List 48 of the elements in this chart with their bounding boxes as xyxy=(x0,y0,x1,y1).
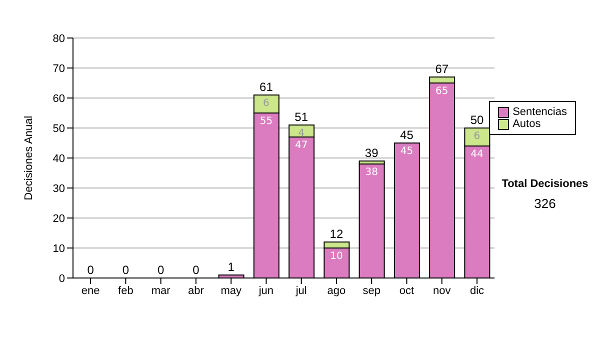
data-label: 6 xyxy=(263,98,270,109)
x-tick-label: oct xyxy=(399,284,414,297)
y-tick-label: 60 xyxy=(52,92,65,105)
total-label: 61 xyxy=(260,80,274,94)
data-label: 65 xyxy=(436,86,448,97)
x-tick-label: sep xyxy=(362,284,380,297)
y-tick-label: 20 xyxy=(52,212,65,225)
total-label: 51 xyxy=(294,110,308,124)
text: Total Decisiones xyxy=(500,178,590,190)
total-label: 0 xyxy=(157,263,164,277)
total-label: 0 xyxy=(87,263,94,277)
total-label: 12 xyxy=(330,227,344,241)
total-label: 0 xyxy=(122,263,130,277)
y-tick-label: 80 xyxy=(52,32,65,45)
data-label: 38 xyxy=(365,167,378,178)
text: 326 xyxy=(533,196,557,211)
x-tick-label: nov xyxy=(432,284,452,297)
total-label: 67 xyxy=(435,62,449,76)
y-tick-label: 70 xyxy=(52,62,65,75)
y-tick-label: 30 xyxy=(52,182,65,195)
total-label: 39 xyxy=(364,146,379,160)
x-tick-label: ago xyxy=(327,284,346,297)
x-tick-label: ene xyxy=(81,284,100,297)
data-label: 10 xyxy=(330,251,343,262)
y-tick-label: 50 xyxy=(52,122,65,135)
x-tick-label: feb xyxy=(118,284,134,297)
y-tick-label: 40 xyxy=(52,152,65,165)
total-label: 50 xyxy=(470,113,484,127)
x-tick-label: mar xyxy=(151,284,171,297)
data-label: 55 xyxy=(260,116,273,127)
x-tick-label: dic xyxy=(470,284,485,297)
total-label: 0 xyxy=(192,263,200,277)
y-tick-label: 10 xyxy=(52,242,65,255)
data-label: 45 xyxy=(400,146,414,157)
data-label: 6 xyxy=(474,131,480,142)
data-label: 4 xyxy=(298,128,305,139)
x-tick-label: abr xyxy=(188,284,204,297)
y-axis-title: Decisiones Anual xyxy=(22,116,35,200)
y-tick-label: 0 xyxy=(58,272,65,285)
data-label: 47 xyxy=(294,140,308,151)
data-label: 44 xyxy=(470,149,484,160)
total-label: 1 xyxy=(228,260,235,274)
x-tick-label: jul xyxy=(294,284,307,297)
x-tick-label: may xyxy=(220,284,242,297)
total-label: 45 xyxy=(400,128,414,142)
legend-label: Sentencias xyxy=(512,106,567,118)
x-tick-label: jun xyxy=(258,284,274,297)
legend-label: Autos xyxy=(512,118,541,130)
